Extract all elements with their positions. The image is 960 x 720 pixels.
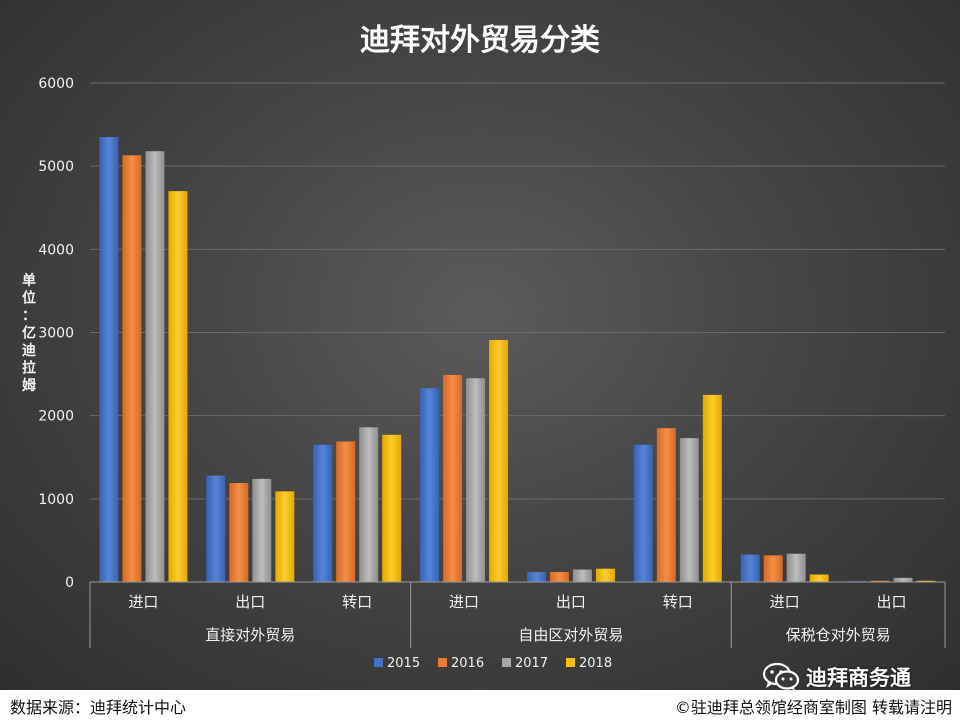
- bar-2018-7: [809, 574, 829, 582]
- x-category-label: 进口: [770, 593, 800, 611]
- legend-swatch-2015: [374, 658, 383, 667]
- chart-title: 迪拜对外贸易分类: [360, 23, 600, 58]
- footer-source: 数据来源：迪拜统计中心: [10, 698, 187, 717]
- bar-2018-2: [275, 491, 295, 582]
- bar-2016-4: [443, 374, 463, 582]
- y-tick-label: 0: [65, 575, 74, 591]
- x-group-label: 直接对外贸易: [205, 626, 295, 644]
- legend: 2015 2016 2017 2018: [374, 656, 612, 671]
- bar-2016-8: [870, 580, 890, 582]
- bar-2016-5: [549, 572, 569, 582]
- x-category-label: 进口: [449, 593, 479, 611]
- legend-label-2016: 2016: [451, 656, 484, 671]
- legend-swatch-2018: [566, 658, 575, 667]
- legend-label-2018: 2018: [579, 656, 612, 671]
- bar-2016-6: [656, 428, 676, 582]
- bar-2016-1: [122, 155, 142, 583]
- bar-2015-7: [740, 554, 760, 582]
- x-category-label: 转口: [663, 593, 693, 611]
- bar-2018-4: [489, 339, 509, 582]
- x-group-label: 保税仓对外贸易: [786, 626, 891, 644]
- bar-2015-1: [99, 137, 119, 582]
- legend-swatch-2017: [502, 658, 511, 667]
- x-category-label: 出口: [556, 593, 586, 611]
- y-axis-label: 单位：亿迪拉姆: [21, 272, 36, 394]
- bar-2017-3: [359, 427, 379, 582]
- bar-2015-2: [206, 475, 226, 582]
- bar-2016-3: [336, 441, 356, 582]
- bar-2018-6: [702, 394, 722, 582]
- watermark-text: 迪拜商务通: [806, 666, 911, 690]
- axis-layer: 0 1000 2000 3000 4000 5000 6000 进口 出口 转口 进口 出口 转口 进口 出…: [38, 76, 946, 648]
- bar-2017-7: [786, 553, 806, 582]
- y-tick-label: 4000: [38, 242, 74, 258]
- bar-2018-1: [168, 191, 188, 582]
- y-tick-label: 3000: [38, 326, 74, 342]
- bar-2015-6: [633, 444, 653, 582]
- bar-2018-5: [595, 568, 615, 582]
- x-category-label: 进口: [128, 593, 158, 611]
- bar-2015-3: [313, 444, 333, 582]
- x-category-label: 出口: [877, 593, 907, 611]
- bars-layer: [99, 137, 936, 583]
- bar-2016-2: [229, 483, 249, 582]
- footer: 数据来源：迪拜统计中心 ©驻迪拜总领馆经商室制图 转载请注明: [0, 690, 960, 720]
- y-axis-title: 单位：亿迪拉姆: [21, 272, 36, 394]
- bar-2017-2: [252, 478, 272, 582]
- x-category-label: 转口: [342, 593, 372, 611]
- watermark: 迪拜商务通: [762, 660, 911, 694]
- chart-panel: 迪拜对外贸易分类 0 1000 2000 3000 4000 5000 6000 进口 出口 转口…: [0, 0, 960, 690]
- bar-2017-1: [145, 151, 165, 583]
- legend-label-2015: 2015: [387, 656, 420, 671]
- x-group-label: 自由区对外贸易: [518, 626, 623, 644]
- bar-2015-4: [420, 388, 440, 582]
- bar-2015-5: [526, 572, 546, 582]
- legend-label-2017: 2017: [515, 656, 548, 671]
- bar-2018-3: [382, 434, 402, 582]
- y-tick-label: 1000: [38, 492, 74, 508]
- bar-2017-5: [572, 569, 592, 582]
- footer-credit: ©驻迪拜总领馆经商室制图 转载请注明: [674, 698, 952, 717]
- bar-2017-6: [679, 438, 699, 582]
- bar-2017-4: [466, 378, 486, 582]
- grid-layer: [90, 82, 945, 500]
- legend-swatch-2016: [438, 658, 447, 667]
- bar-2018-8: [916, 580, 936, 582]
- chart-svg: 迪拜对外贸易分类 0 1000 2000 3000 4000 5000 6000 进口 出口 转口…: [21, 23, 946, 671]
- y-tick-label: 2000: [38, 409, 74, 425]
- bar-2017-8: [893, 577, 913, 582]
- bar-2016-7: [763, 555, 783, 582]
- x-category-label: 出口: [235, 593, 265, 611]
- wechat-icon: [762, 662, 800, 691]
- y-tick-label: 5000: [38, 159, 74, 175]
- y-tick-label: 6000: [38, 76, 74, 92]
